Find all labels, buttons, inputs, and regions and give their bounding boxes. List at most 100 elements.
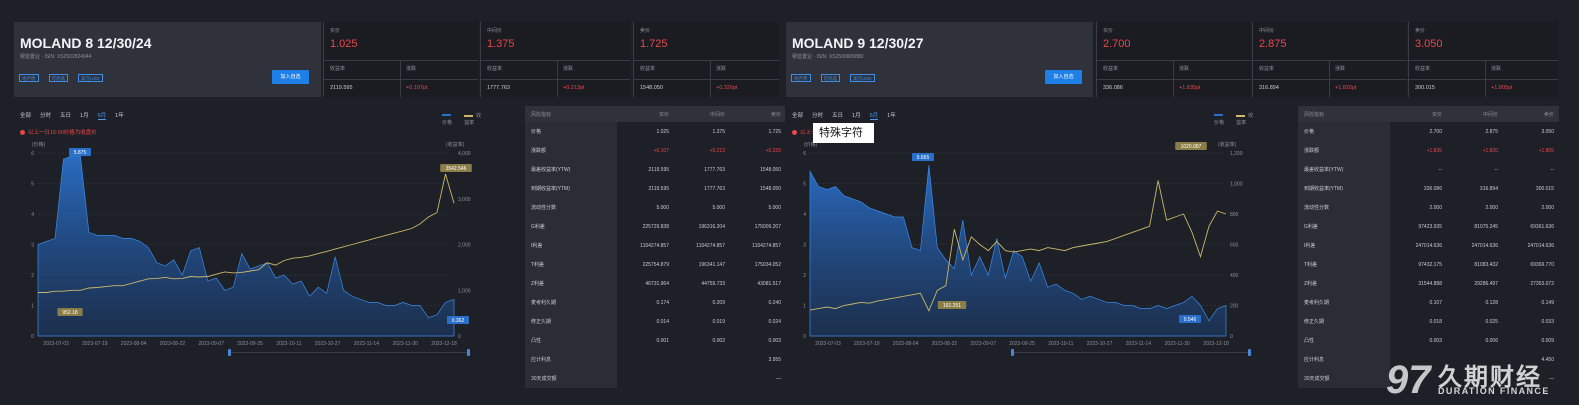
min-yield-label-bg (57, 308, 83, 316)
slider-handle-end[interactable] (1248, 349, 1251, 356)
x-tick-label: 2023-09-25 (237, 341, 263, 347)
change-value: +1.835pt (1179, 85, 1201, 91)
table-cell: 3.955 (768, 356, 781, 363)
yield-label: 收益率 (640, 66, 656, 72)
table-cell: 2119.595 (648, 166, 669, 173)
y2-tick-label: 400 (1230, 273, 1239, 279)
quote-mid: 中间价 1.375 收益率 涨跌 1777.763 +0.213pt (480, 22, 630, 97)
row-label: 凸性 (1298, 331, 1390, 350)
yield-label: 收益率 (1259, 66, 1275, 72)
table-row: 最差收益率(YTW) -- -- -- (1298, 160, 1559, 179)
change-label: 涨跌 (563, 66, 574, 72)
legend-label: 价格 (442, 119, 453, 126)
slider-handle-end[interactable] (467, 349, 470, 356)
table-row: 到期收益率(YTM) 336.086 316.894 300.015 (1298, 179, 1559, 198)
x-tick-label: 2023-08-04 (121, 341, 147, 347)
y-tick-label: 1 (31, 304, 34, 310)
table-cell: — (1549, 375, 1554, 382)
y-tick-label: 4 (803, 212, 806, 218)
table-row: 流动性分数 5.000 5.000 5.000 (525, 198, 785, 217)
table-cell: 1.375 (712, 128, 725, 135)
table-cell: 0.019 (712, 318, 725, 325)
table-cell: 44759.733 (701, 280, 725, 287)
quote-label: 卖价 (1415, 28, 1426, 34)
table-row: 最差收益率(YTW) 2119.595 1777.763 1548.050 (525, 160, 785, 179)
bond-title: MOLAND 9 12/30/27 (792, 35, 924, 51)
peak-yield-label-bg (440, 164, 472, 172)
slider-handle-start[interactable] (228, 349, 231, 356)
tab-6m[interactable]: 6月 (869, 113, 879, 120)
y-tick-label: 5 (803, 182, 806, 188)
slider-handle-start[interactable] (1011, 349, 1014, 356)
table-row: 价格 1.025 1.375 1.725 (525, 122, 785, 141)
price-series-area (809, 165, 1227, 337)
tag-currency[interactable]: 美元USD (78, 74, 103, 82)
add-watchlist-button[interactable]: 加入自选 (272, 70, 309, 84)
add-watchlist-button[interactable]: 加入自选 (1045, 70, 1082, 84)
brand-en: DURATION FINANCE (1438, 386, 1550, 396)
table-cell: 69369.770 (1530, 261, 1554, 268)
table-cell: 1777.763 (704, 185, 725, 192)
tab-all[interactable]: 全部 (792, 113, 804, 119)
tab-all[interactable]: 全部 (20, 113, 32, 119)
row-label: 价格 (1298, 122, 1390, 141)
y2-tick-label: 1,000 (458, 288, 471, 294)
quote-value: 3.050 (1415, 38, 1443, 50)
y-tick-label: 0 (31, 334, 34, 340)
table-cell: -- (1494, 166, 1498, 173)
tag-currency[interactable]: 美元USD (850, 74, 875, 82)
tab-1y[interactable]: 1年 (887, 113, 896, 119)
tag-sector[interactable]: 地产债 (791, 74, 811, 82)
tag-sector[interactable]: 地产债 (19, 74, 39, 82)
table-cell: 1.025 (656, 128, 669, 135)
table-cell: 247014.636 (1471, 242, 1498, 249)
table-cell: 46731.964 (645, 280, 669, 287)
tab-5d[interactable]: 五日 (60, 113, 72, 119)
table-cell: 81083.432 (1474, 261, 1498, 268)
row-label: 涨跌额 (525, 141, 617, 160)
range-slider[interactable] (230, 352, 470, 353)
tab-6m[interactable]: 6月 (97, 113, 107, 120)
table-cell: 5.000 (712, 204, 725, 211)
range-slider[interactable] (1012, 352, 1252, 353)
change-value: +1.820pt (1335, 85, 1357, 91)
tag-preferred[interactable]: 可优选 (48, 74, 68, 82)
yield-series-line (809, 180, 1227, 312)
peak-yield-label: 1020.087 (1181, 144, 1202, 150)
yield-value: 1548.050 (640, 85, 663, 91)
change-value: +0.320pt (716, 85, 738, 91)
tab-1m[interactable]: 1月 (852, 113, 861, 119)
bond-header: MOLAND 9 12/30/27 穆蓝置业 · ISIN: XS2500809… (786, 22, 1093, 97)
table-cell (617, 350, 673, 369)
legend-price[interactable]: 价格 (1214, 113, 1230, 126)
table-cell: 225729.838 (642, 223, 669, 230)
tab-1y[interactable]: 1年 (115, 113, 124, 119)
table-header: 风险指标 买价 中间价 卖价 (1298, 106, 1559, 122)
tab-intraday[interactable]: 分时 (812, 113, 824, 119)
legend-price[interactable]: 价格 (442, 113, 458, 126)
table-row: G利差 225729.838 196316.204 175009.207 (525, 217, 785, 236)
table-row: 30天成交额 — (525, 369, 785, 388)
table-row: 修正久期 0.014 0.019 0.024 (525, 312, 785, 331)
table-row: 涨跌额 +1.835 +1.820 +1.805 (1298, 141, 1559, 160)
column-header: 买价 (1431, 111, 1442, 118)
tab-intraday[interactable]: 分时 (40, 113, 52, 119)
tag-preferred[interactable]: 可优选 (820, 74, 840, 82)
tab-1m[interactable]: 1月 (80, 113, 89, 119)
quote-mid: 中间价 2.875 收益率 涨跌 316.894 +1.820pt (1252, 22, 1407, 97)
legend-yield[interactable]: 收益率 (1236, 112, 1256, 126)
table-row: 凸性 0.001 0.002 0.003 (525, 331, 785, 350)
tab-5d[interactable]: 五日 (832, 113, 844, 119)
table-cell: 0.003 (768, 337, 781, 344)
quote-label: 买价 (330, 28, 341, 34)
chart-svg: 0 1 2 3 4 5 6 0 1,000 2,000 3,000 4,000 (价格) (收益率) 202… (31, 141, 472, 347)
column-header: 买价 (658, 111, 669, 118)
row-label: 修正久期 (525, 312, 617, 331)
x-tick-label: 2023-11-30 (393, 341, 418, 347)
table-cell: 247014.636 (1527, 242, 1554, 249)
legend-yield[interactable]: 收益率 (464, 112, 484, 126)
quote-value: 2.700 (1103, 38, 1131, 50)
quote-value: 1.375 (487, 38, 515, 50)
quote-value: 2.875 (1259, 38, 1287, 50)
quote-bid: 买价 1.025 收益率 涨跌 2119.595 +0.107pt (323, 22, 478, 97)
